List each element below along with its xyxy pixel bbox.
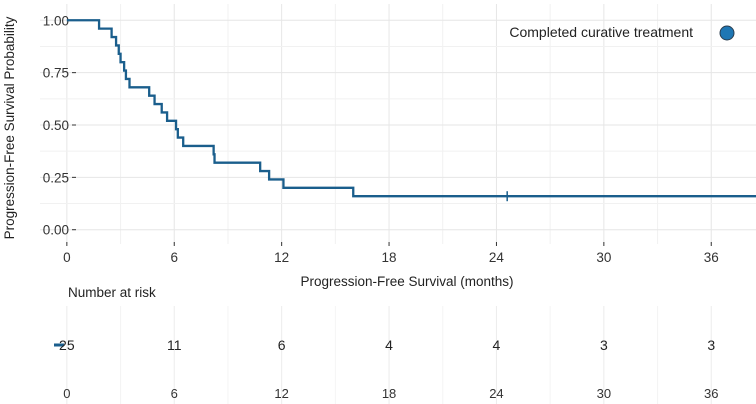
x-tick-label: 36 [704, 250, 719, 265]
y-axis-label: Progression-Free Survival Probability [2, 16, 17, 239]
x-tick-label: 0 [63, 250, 71, 265]
risk-time-label: 30 [597, 386, 611, 401]
risk-table-counts: 25 11 6 4 4 3 3 [59, 337, 715, 353]
y-tick-label: 1.00 [43, 13, 69, 28]
legend-label: Completed curative treatment [509, 24, 693, 40]
x-tick-label: 24 [489, 250, 505, 265]
risk-count: 4 [385, 337, 393, 353]
main-plot-gridlines [40, 4, 756, 244]
y-tick-label: 0.00 [43, 223, 69, 238]
y-tick-label: 0.50 [43, 118, 69, 133]
risk-count: 4 [493, 337, 501, 353]
x-tick-label: 30 [596, 250, 611, 265]
risk-count: 6 [278, 337, 286, 353]
risk-time-label: 36 [704, 386, 718, 401]
risk-count: 3 [600, 337, 608, 353]
risk-table-time-labels: 0 6 12 18 24 30 36 [63, 386, 718, 401]
survival-step-line [66, 19, 756, 198]
y-axis-ticks: 0.00 0.25 0.50 0.75 1.00 [43, 13, 76, 238]
x-tick-label: 12 [274, 250, 289, 265]
risk-count: 3 [707, 337, 715, 353]
y-tick-label: 0.25 [43, 170, 69, 185]
risk-count: 11 [167, 337, 182, 353]
risk-table: Number at risk 25 11 6 4 4 3 3 0 6 12 18 24 30 36 [54, 285, 718, 404]
x-axis-label: Progression-Free Survival (months) [300, 274, 513, 289]
risk-count: 25 [59, 337, 75, 353]
x-tick-label: 6 [170, 250, 178, 265]
x-tick-label: 18 [382, 250, 397, 265]
risk-time-label: 18 [382, 386, 396, 401]
risk-table-gridlines [66, 306, 712, 404]
risk-time-label: 24 [489, 386, 503, 401]
risk-table-title: Number at risk [68, 285, 156, 300]
x-axis-ticks: 0 6 12 18 24 30 36 [63, 242, 719, 265]
risk-time-label: 12 [274, 386, 288, 401]
risk-time-label: 6 [171, 386, 178, 401]
survival-curves [66, 19, 756, 202]
y-tick-label: 0.75 [43, 66, 69, 81]
risk-time-label: 0 [63, 386, 70, 401]
legend-marker [719, 25, 735, 41]
legend: Completed curative treatment [509, 24, 735, 41]
